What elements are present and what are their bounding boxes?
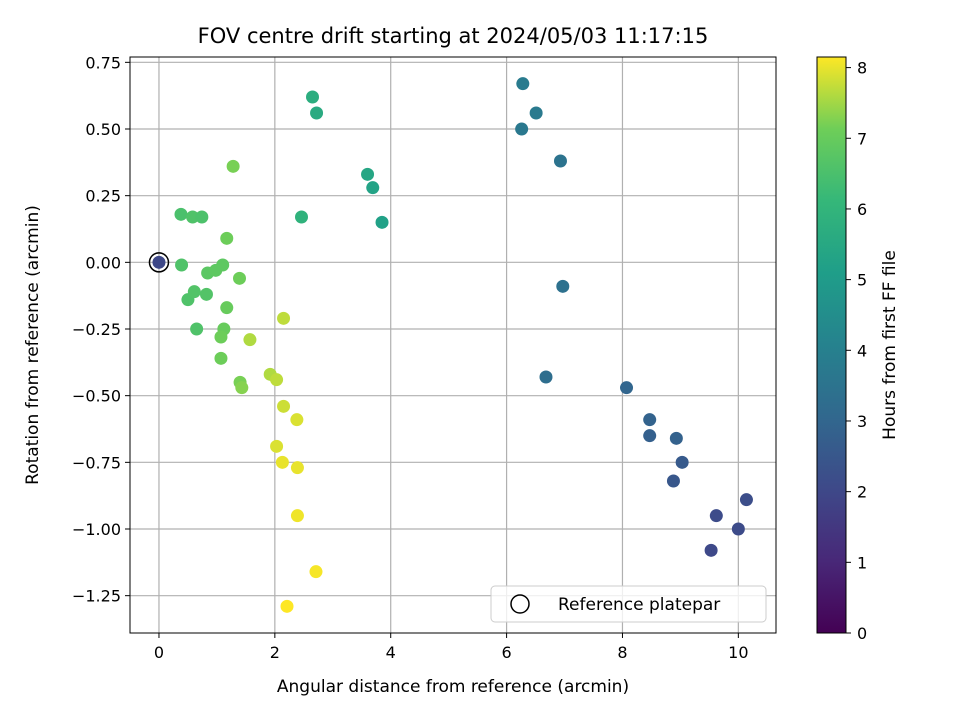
data-point xyxy=(620,381,634,395)
data-point xyxy=(277,311,291,325)
data-point xyxy=(361,167,375,181)
data-point xyxy=(675,455,689,469)
colorbar-tick-label: 5 xyxy=(857,271,867,290)
data-point xyxy=(275,455,289,469)
colorbar-tick-label: 2 xyxy=(857,483,867,502)
data-point xyxy=(539,370,553,384)
data-point xyxy=(556,279,570,293)
y-tick-label: −0.50 xyxy=(72,387,121,406)
x-tick-label: 0 xyxy=(154,643,164,662)
data-point xyxy=(187,285,201,299)
colorbar-tick-label: 1 xyxy=(857,553,867,572)
colorbar-tick-label: 3 xyxy=(857,412,867,431)
data-point xyxy=(310,106,324,120)
data-point xyxy=(704,543,718,557)
colorbar-ticks: 0 1 2 3 4 5 6 7 8 xyxy=(846,59,867,643)
y-tick-label: −0.75 xyxy=(72,453,121,472)
data-point xyxy=(666,474,680,488)
legend: Reference platepar xyxy=(490,585,767,623)
data-point xyxy=(199,287,213,301)
plot-area-frame xyxy=(129,56,777,634)
colorbar-tick-label: 4 xyxy=(857,341,867,360)
y-tick-label: 0.00 xyxy=(85,253,121,272)
reference-marker xyxy=(148,252,170,273)
data-point xyxy=(270,439,284,453)
legend-label: Reference platepar xyxy=(558,595,720,615)
data-point xyxy=(220,301,234,315)
colorbar-label: Hours from first FF file xyxy=(880,250,900,440)
data-point xyxy=(270,373,284,387)
data-point xyxy=(309,565,323,579)
reference-platepar-ring-icon xyxy=(148,252,170,273)
y-axis-label: Rotation from reference (arcmin) xyxy=(23,205,43,485)
data-point xyxy=(290,413,304,427)
x-tick-label: 4 xyxy=(386,643,396,662)
colorbar-tick-label: 8 xyxy=(857,59,867,78)
data-point xyxy=(731,522,745,536)
data-point xyxy=(280,599,294,613)
y-axis-ticks: 0.75 0.50 0.25 0.00 −0.25 −0.50 −0.75 −1.00 −1.2… xyxy=(72,53,130,606)
data-points xyxy=(152,77,753,613)
data-point xyxy=(216,258,230,272)
data-point xyxy=(669,431,683,445)
data-point xyxy=(294,210,308,224)
data-point xyxy=(175,258,189,272)
data-point xyxy=(306,90,320,104)
data-point xyxy=(226,159,240,173)
data-point xyxy=(186,210,200,224)
data-point xyxy=(290,509,304,523)
legend-marker-ring-icon xyxy=(510,594,530,614)
data-point xyxy=(709,509,723,523)
data-point xyxy=(290,461,304,475)
data-point xyxy=(277,399,291,413)
data-point xyxy=(214,330,228,344)
data-point xyxy=(235,381,249,395)
x-axis-label: Angular distance from reference (arcmin) xyxy=(277,677,629,697)
x-tick-label: 6 xyxy=(501,643,511,662)
data-point xyxy=(529,106,543,120)
data-point xyxy=(174,207,188,221)
grid-lines xyxy=(130,57,776,633)
data-point xyxy=(366,181,380,195)
data-point xyxy=(553,154,567,168)
data-point xyxy=(233,271,247,285)
y-tick-label: −0.25 xyxy=(72,320,121,339)
data-point xyxy=(152,255,166,269)
data-point xyxy=(643,429,657,443)
colorbar-tick-label: 0 xyxy=(857,624,867,643)
data-point xyxy=(739,493,753,507)
y-tick-label: 0.25 xyxy=(85,187,121,206)
x-tick-label: 8 xyxy=(617,643,627,662)
data-point xyxy=(643,413,657,427)
chart-title: FOV centre drift starting at 2024/05/03 … xyxy=(198,24,709,48)
data-point xyxy=(515,122,529,136)
legend-box xyxy=(490,585,767,623)
data-point xyxy=(375,215,389,229)
x-tick-label: 2 xyxy=(270,643,280,662)
y-tick-label: −1.25 xyxy=(72,587,121,606)
x-axis-ticks: 0 2 4 6 8 10 xyxy=(154,633,749,662)
colorbar-tick-label: 7 xyxy=(857,129,867,148)
y-tick-label: 0.75 xyxy=(85,53,121,72)
data-point xyxy=(243,333,257,347)
x-tick-label: 10 xyxy=(728,643,748,662)
y-tick-label: −1.00 xyxy=(72,520,121,539)
data-point xyxy=(516,77,530,91)
colorbar-tick-label: 6 xyxy=(857,200,867,219)
data-point xyxy=(195,210,209,224)
y-tick-label: 0.50 xyxy=(85,120,121,139)
data-point xyxy=(220,231,234,245)
data-point xyxy=(214,351,228,365)
data-point xyxy=(190,322,204,336)
colorbar xyxy=(816,56,847,634)
